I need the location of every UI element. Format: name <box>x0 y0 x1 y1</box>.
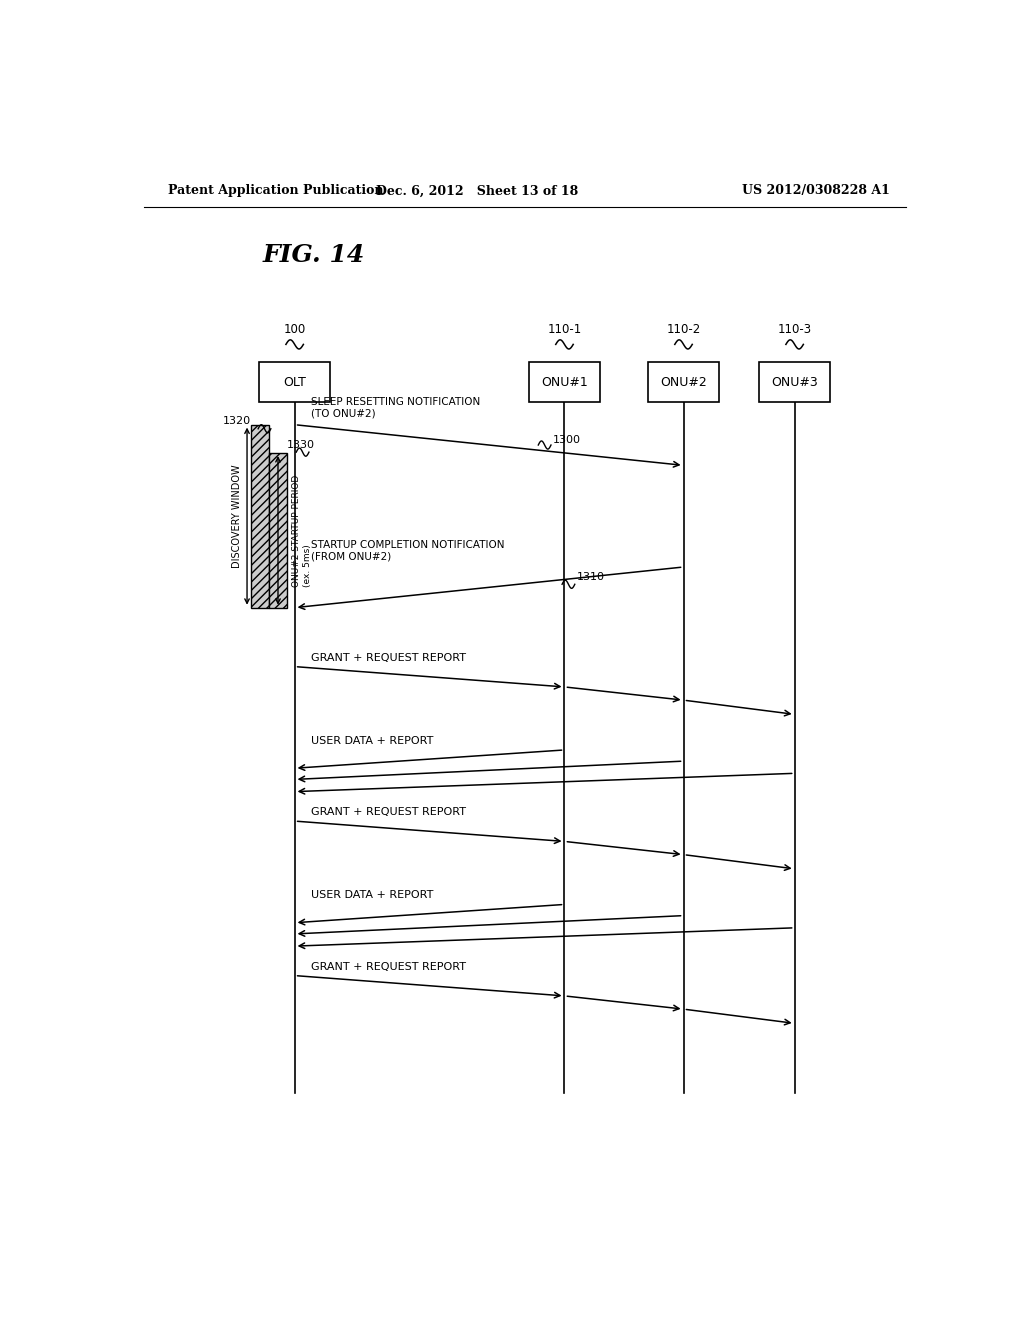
Text: 110-3: 110-3 <box>777 322 812 335</box>
Bar <box>251 425 269 607</box>
Text: ONU#1: ONU#1 <box>541 375 588 388</box>
Bar <box>269 453 287 607</box>
Text: GRANT + REQUEST REPORT: GRANT + REQUEST REPORT <box>310 807 466 817</box>
Text: 1310: 1310 <box>577 572 604 582</box>
Text: 1320: 1320 <box>223 416 251 425</box>
Text: 110-1: 110-1 <box>548 322 582 335</box>
Text: 1300: 1300 <box>553 436 581 445</box>
Bar <box>528 362 600 403</box>
Bar <box>759 362 830 403</box>
Text: ONU#3: ONU#3 <box>771 375 818 388</box>
Text: 110-2: 110-2 <box>667 322 700 335</box>
Text: GRANT + REQUEST REPORT: GRANT + REQUEST REPORT <box>310 961 466 972</box>
Text: 1330: 1330 <box>287 440 314 450</box>
Text: FIG. 14: FIG. 14 <box>263 243 366 267</box>
Text: ONU#2 STARTUP PERIOD
(ex. 5ms): ONU#2 STARTUP PERIOD (ex. 5ms) <box>292 474 311 586</box>
Text: Dec. 6, 2012   Sheet 13 of 18: Dec. 6, 2012 Sheet 13 of 18 <box>376 185 579 198</box>
Text: ONU#2: ONU#2 <box>660 375 707 388</box>
Text: STARTUP COMPLETION NOTIFICATION
(FROM ONU#2): STARTUP COMPLETION NOTIFICATION (FROM ON… <box>310 540 504 562</box>
Bar <box>259 362 331 403</box>
Text: Patent Application Publication: Patent Application Publication <box>168 185 383 198</box>
Text: OLT: OLT <box>284 375 306 388</box>
Text: USER DATA + REPORT: USER DATA + REPORT <box>310 735 433 746</box>
Text: DISCOVERY WINDOW: DISCOVERY WINDOW <box>231 465 242 568</box>
Text: 100: 100 <box>284 322 306 335</box>
Text: USER DATA + REPORT: USER DATA + REPORT <box>310 891 433 900</box>
Text: SLEEP RESETTING NOTIFICATION
(TO ONU#2): SLEEP RESETTING NOTIFICATION (TO ONU#2) <box>310 397 480 418</box>
Text: GRANT + REQUEST REPORT: GRANT + REQUEST REPORT <box>310 652 466 663</box>
Bar <box>648 362 719 403</box>
Text: US 2012/0308228 A1: US 2012/0308228 A1 <box>742 185 890 198</box>
